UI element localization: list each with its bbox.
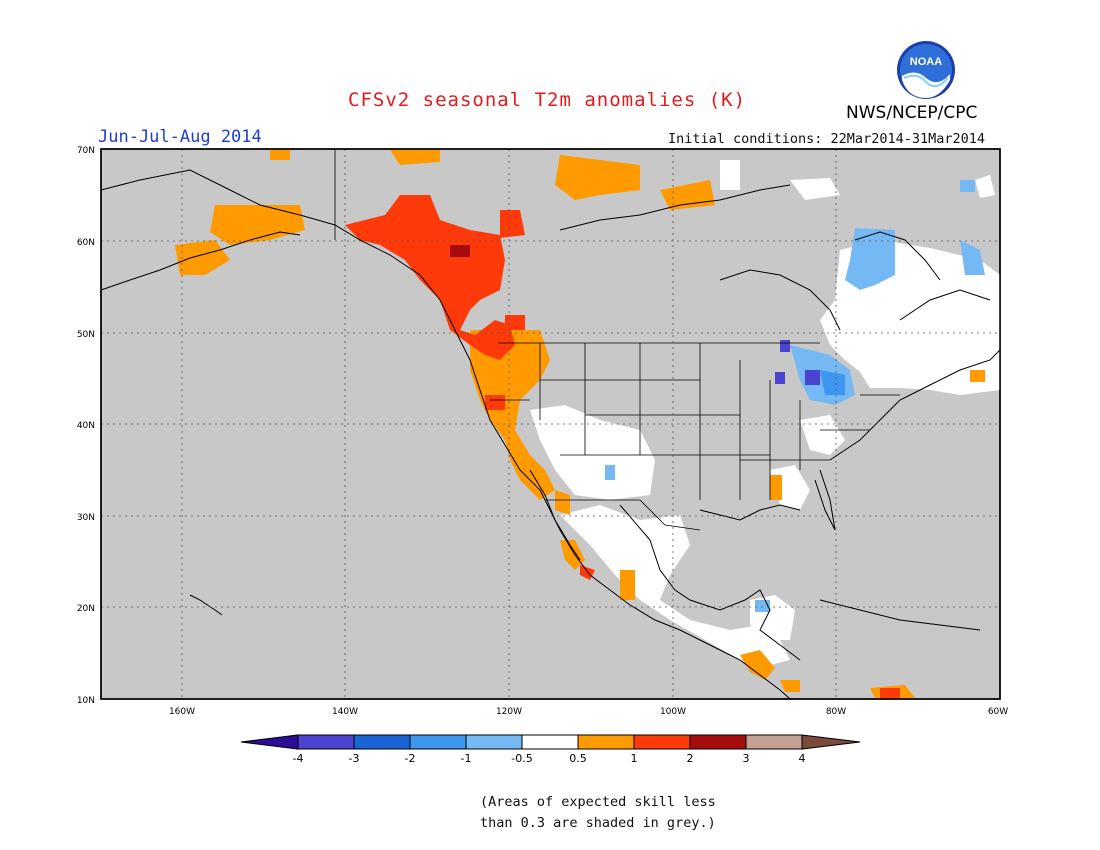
noaa-logo: NOAA: [897, 41, 955, 99]
colorbar-segment: [745, 734, 803, 750]
lon-label: 140W: [332, 707, 358, 717]
longitude-labels: 160W 140W 120W 100W 80W 60W: [169, 707, 1008, 717]
lat-label: 60N: [77, 238, 95, 248]
colorbar-tick-label: -1: [461, 752, 472, 765]
colorbar-segment: [353, 734, 411, 750]
colorbar: [240, 734, 861, 750]
coastlines: [100, 169, 1001, 700]
warm-anomaly-1-2: [345, 195, 900, 698]
colorbar-tick-label: -3: [349, 752, 360, 765]
agency-label: NWS/NCEP/CPC: [846, 103, 978, 123]
lat-label: 70N: [77, 146, 95, 156]
state-borders: [334, 150, 900, 531]
lon-label: 120W: [496, 707, 522, 717]
cool-anomaly-regions: [605, 180, 985, 612]
colorbar-segment: [521, 734, 579, 750]
colorbar-segment: [689, 734, 747, 750]
lat-label: 30N: [77, 513, 95, 523]
lat-label: 40N: [77, 421, 95, 431]
colorbar-tick-label: -4: [293, 752, 304, 765]
latitude-labels: 70N 60N 50N 40N 30N 20N 10N: [77, 146, 95, 706]
colorbar-tick-label: -0.5: [511, 752, 532, 765]
graticule: [101, 149, 1000, 699]
colorbar-segment: [633, 734, 691, 750]
lon-label: 60W: [988, 707, 1008, 717]
colorbar-tick-label: 0.5: [569, 752, 587, 765]
initial-conditions: Initial conditions: 22Mar2014-31Mar2014: [668, 131, 985, 147]
skill-note-line: (Areas of expected skill less: [480, 794, 716, 810]
colorbar-tick-label: 2: [687, 752, 694, 765]
colorbar-tick-label: 3: [743, 752, 750, 765]
colorbar-segment: [409, 734, 467, 750]
colorbar-arrow-left: [240, 734, 299, 750]
page-title: CFSv2 seasonal T2m anomalies (K): [348, 89, 747, 111]
colorbar-tick-label: 1: [631, 752, 638, 765]
skill-note: (Areas of expected skill less than 0.3 a…: [480, 792, 716, 834]
logo-text: NOAA: [910, 56, 942, 68]
colorbar-labels: -4 -3 -2 -1 -0.5 0.5 1 2 3 4: [293, 752, 806, 765]
forecast-period: Jun-Jul-Aug 2014: [98, 127, 262, 147]
lat-label: 20N: [77, 604, 95, 614]
colorbar-arrow-right: [801, 734, 861, 750]
colorbar-segment: [577, 734, 635, 750]
lon-label: 160W: [169, 707, 195, 717]
colorbar-segment: [465, 734, 523, 750]
lon-label: 100W: [660, 707, 686, 717]
lon-label: 80W: [826, 707, 846, 717]
colorbar-segment: [297, 734, 355, 750]
lat-label: 10N: [77, 696, 95, 706]
colorbar-tick-label: 4: [799, 752, 806, 765]
lat-label: 50N: [77, 330, 95, 340]
colorbar-tick-label: -2: [405, 752, 416, 765]
warm-anomaly-2-3: [450, 245, 470, 257]
skill-note-line: than 0.3 are shaded in grey.): [480, 815, 716, 831]
